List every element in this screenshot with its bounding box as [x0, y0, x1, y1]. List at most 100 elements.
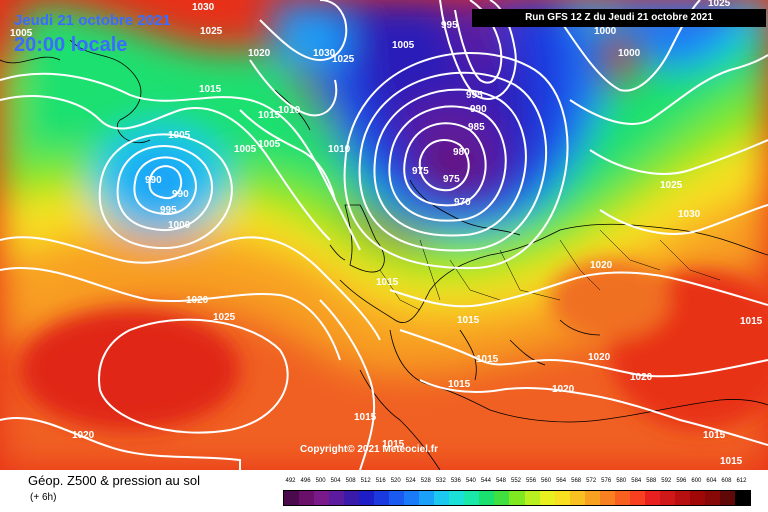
legend-swatch: [344, 491, 360, 505]
isobar-label: 995: [160, 205, 177, 216]
legend-swatch: [359, 491, 375, 505]
legend-label: 604: [706, 478, 717, 484]
legend-label: 564: [556, 478, 567, 484]
isobar-label: 1020: [552, 384, 575, 395]
isobar-label: 1010: [328, 144, 351, 155]
copyright: Copyright© 2021 Meteociel.fr: [300, 444, 438, 455]
legend-swatch: [629, 491, 645, 505]
legend-label: 524: [405, 478, 416, 484]
legend-swatch: [689, 491, 705, 505]
isobar-label: 1000: [594, 26, 617, 37]
legend-swatch: [509, 491, 525, 505]
legend-label: 600: [691, 478, 702, 484]
isobar-label: 1025: [200, 26, 223, 37]
legend-label: 516: [375, 478, 386, 484]
footer: Géop. Z500 & pression au sol (+ 6h) 492 4…: [0, 470, 768, 512]
isobars: [0, 0, 768, 470]
legend-label: 536: [450, 478, 461, 484]
legend-label: 496: [300, 478, 311, 484]
isobar-label: 975: [443, 174, 460, 185]
isobar-label: 1020: [590, 260, 613, 271]
isobar-label: 1030: [678, 209, 701, 220]
isobar-label: 1015: [740, 316, 763, 327]
run-info: Run GFS 12 Z du Jeudi 21 octobre 2021: [472, 9, 766, 27]
isobar-label: 1015: [448, 379, 471, 390]
legend-label: 608: [721, 478, 732, 484]
isobar-label: 990: [470, 104, 487, 115]
legend-label: 580: [616, 478, 627, 484]
isobar-label: 1025: [332, 54, 355, 65]
legend-label: 556: [526, 478, 537, 484]
isobar-label: 985: [468, 122, 485, 133]
legend-swatch: [494, 491, 510, 505]
legend-swatch: [539, 491, 555, 505]
legend-label: 512: [360, 478, 371, 484]
legend-label: 576: [601, 478, 612, 484]
isobar-label: 990: [145, 175, 162, 186]
legend-swatch: [599, 491, 615, 505]
legend-swatch: [434, 491, 450, 505]
isobar-label: 1025: [213, 312, 236, 323]
legend-swatch: [299, 491, 315, 505]
map-canvas: 1030 1025 1005 1020 1030 1025 1005 995 1…: [0, 0, 768, 470]
legend-swatch: [419, 491, 435, 505]
isobar-label: 1025: [708, 0, 731, 9]
isobar-label: 1015: [354, 412, 377, 423]
isobar-label: 1015: [258, 110, 281, 121]
isobar-label: 1015: [199, 84, 222, 95]
isobar-label: 990: [172, 189, 189, 200]
legend-swatch: [659, 491, 675, 505]
isobar-label: 1015: [376, 277, 399, 288]
map-subtitle: (+ 6h): [30, 492, 57, 503]
legend-swatch: [404, 491, 420, 505]
color-legend: 492 496 500 504 508 512 516 520 524 528 532 536 540 5…: [283, 478, 753, 508]
isobar-label: 1015: [720, 456, 743, 467]
legend-swatch: [734, 491, 750, 505]
isobar-label: 1005: [10, 28, 33, 39]
isobar-label: 1030: [313, 48, 336, 59]
legend-swatch: [329, 491, 345, 505]
legend-label: 532: [435, 478, 446, 484]
isobar-label: 1030: [192, 2, 215, 13]
legend-swatch: [524, 491, 540, 505]
isobar-label: 1020: [630, 372, 653, 383]
isobar-label: 1020: [248, 48, 271, 59]
legend-label: 560: [541, 478, 552, 484]
legend-label: 492: [285, 478, 296, 484]
isobar-label: 1015: [476, 354, 499, 365]
forecast-date: Jeudi 21 octobre 2021: [14, 12, 171, 29]
isobar-label: 970: [454, 197, 471, 208]
isobar-label: 995: [466, 90, 483, 101]
isobar-label: 1010: [278, 105, 301, 116]
legend-label: 544: [480, 478, 491, 484]
legend-swatch: [464, 491, 480, 505]
isobar-label: 1005: [168, 130, 191, 141]
isobar-label: 1000: [168, 220, 191, 231]
isobar-label: 1005: [234, 144, 257, 155]
weather-map: 1030 1025 1005 1020 1030 1025 1005 995 1…: [0, 0, 768, 470]
legend-label: 520: [390, 478, 401, 484]
isobar-label: 1020: [186, 295, 209, 306]
legend-swatch: [614, 491, 630, 505]
legend-swatch: [389, 491, 405, 505]
legend-swatch: [704, 491, 720, 505]
legend-label: 612: [736, 478, 747, 484]
z500-detail: [20, 260, 768, 430]
legend-labels: 492 496 500 504 508 512 516 520 524 528 532 536 540 5…: [283, 478, 753, 488]
legend-label: 540: [465, 478, 476, 484]
legend-swatch: [284, 491, 300, 505]
legend-label: 552: [510, 478, 521, 484]
legend-label: 548: [495, 478, 506, 484]
legend-label: 572: [586, 478, 597, 484]
legend-label: 584: [631, 478, 642, 484]
isobar-label: 1020: [588, 352, 611, 363]
isobar-label: 1015: [703, 430, 726, 441]
borders: [379, 229, 721, 311]
map-title: Géop. Z500 & pression au sol: [28, 473, 200, 488]
legend-swatch: [449, 491, 465, 505]
legend-label: 588: [646, 478, 657, 484]
legend-swatch: [479, 491, 495, 505]
coastlines: [0, 39, 768, 470]
legend-label: 592: [661, 478, 672, 484]
legend-swatch: [374, 491, 390, 505]
